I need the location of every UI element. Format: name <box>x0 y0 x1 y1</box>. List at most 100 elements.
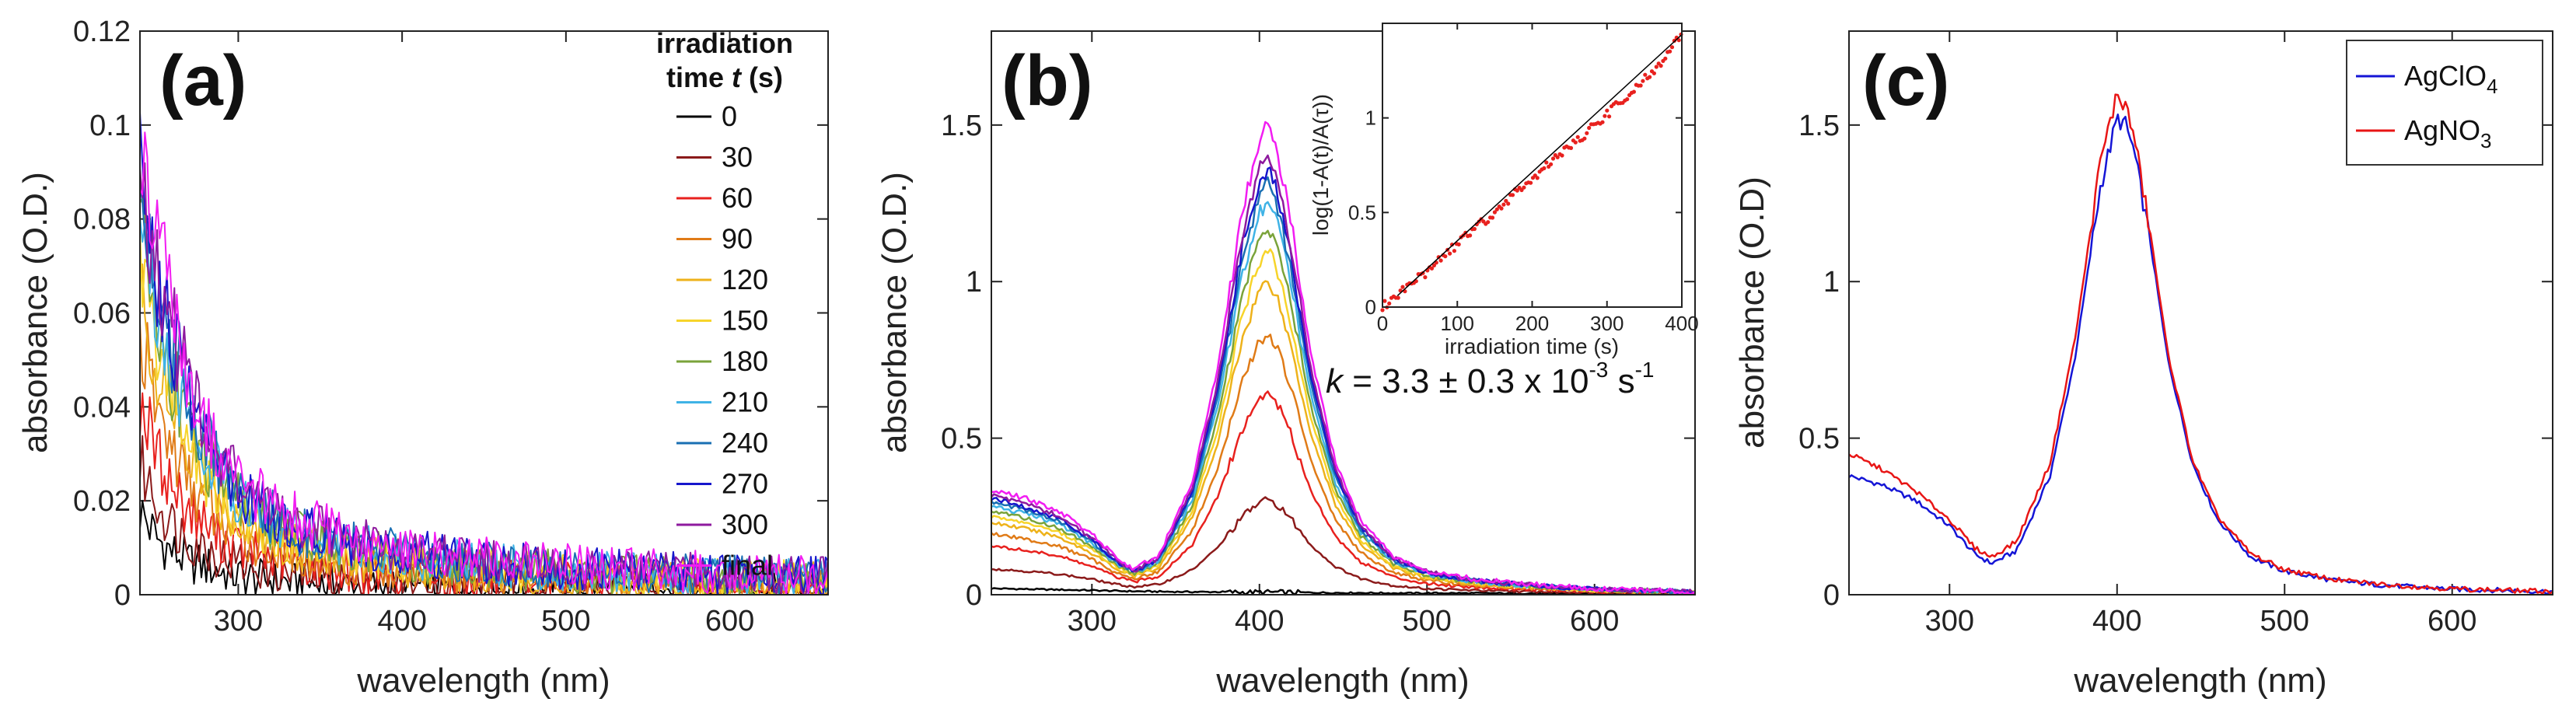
inset-point <box>1522 185 1526 190</box>
panel-a-legend-label: 210 <box>722 386 768 418</box>
inset-point <box>1515 188 1519 193</box>
panel-c: 300 400 500 600 0 0.5 1 1.5 (c) wavelength (nm)… <box>1733 30 2553 700</box>
panel-b-xlabel: wavelength (nm) <box>1215 662 1469 700</box>
panel-c-ytick-label: 0 <box>1823 579 1840 612</box>
panel-c-legend-box <box>2346 40 2543 166</box>
inset-point <box>1380 308 1385 313</box>
panel-c-ytick-label: 1.5 <box>1798 110 1840 142</box>
inset-background <box>1382 23 1682 307</box>
panel-a-ytick-label: 0.1 <box>89 110 131 142</box>
panel-b-series-270 <box>991 166 1696 595</box>
inset-point <box>1631 89 1636 94</box>
panel-c-xtick-label: 500 <box>2260 605 2309 637</box>
inset-point <box>1587 125 1592 131</box>
panel-b-series-30 <box>991 496 1696 596</box>
panel-a-ytick-label: 0.12 <box>73 16 131 48</box>
inset-point <box>1658 64 1663 68</box>
inset-xtick-label: 100 <box>1441 312 1474 335</box>
inset-point <box>1490 215 1495 220</box>
panel-a-xtick-label: 300 <box>214 605 263 637</box>
inset-point <box>1585 131 1589 135</box>
inset-point <box>1663 56 1668 61</box>
inset-point <box>1486 220 1491 225</box>
inset-point <box>1456 242 1461 246</box>
panel-a-series-120 <box>139 263 829 596</box>
inset-xlabel: irradiation time (s) <box>1445 334 1619 358</box>
inset-point <box>1396 295 1400 300</box>
panel-c-legend-label: AgClO4 <box>2404 60 2498 98</box>
inset-point <box>1625 97 1630 102</box>
panel-c-axes-box <box>1848 30 2553 596</box>
panel-a-axes-box <box>139 30 829 596</box>
inset-point <box>1535 176 1540 180</box>
inset-xtick-label: 0 <box>1377 312 1388 335</box>
inset-ytick-label: 0.5 <box>1348 201 1376 224</box>
inset-point <box>1510 193 1515 197</box>
inset-point <box>1638 83 1643 88</box>
panel-a-legend-title-2: time t (s) <box>666 61 783 93</box>
inset-point <box>1448 251 1452 256</box>
panel-a-ylabel: absorbance (O.D.) <box>16 172 54 453</box>
panel-b-ytick-label: 0 <box>966 579 982 612</box>
inset-point <box>1676 38 1681 43</box>
inset-point <box>1607 114 1612 119</box>
panel-a-series-final <box>139 131 829 596</box>
panel-a-ytick-label: 0.06 <box>73 298 131 330</box>
inset-point <box>1452 249 1456 253</box>
panel-b-xtick-label: 600 <box>1570 605 1619 637</box>
inset-point <box>1648 75 1652 79</box>
panel-a-legend-label: 240 <box>722 427 768 459</box>
inset-point <box>1555 155 1560 159</box>
panel-a-legend-label: 90 <box>722 223 753 255</box>
inset-marks <box>1380 32 1683 313</box>
inset-point <box>1494 207 1499 211</box>
panel-a-legend-label: 300 <box>722 508 768 540</box>
inset-point <box>1550 156 1556 161</box>
panel-c-xtick-label: 600 <box>2427 605 2476 637</box>
panel-c-legend-label: AgNO3 <box>2404 114 2492 152</box>
panel-c-legend: AgClO4 AgNO3 <box>2346 40 2543 166</box>
panel-c-ticks: 300 400 500 600 0 0.5 1 1.5 <box>1798 31 2553 637</box>
panel-a-xtick-label: 500 <box>541 605 590 637</box>
panel-c-ytick-label: 0.5 <box>1798 423 1840 456</box>
inset-point <box>1492 210 1497 215</box>
inset-point <box>1423 275 1428 280</box>
panel-a-legend-label: 120 <box>722 264 768 295</box>
panel-b-ytick-label: 0.5 <box>941 423 982 456</box>
inset-point <box>1544 160 1549 165</box>
inset-point <box>1605 108 1610 113</box>
panel-b-ytick-label: 1 <box>966 266 982 299</box>
inset-point <box>1641 79 1645 83</box>
inset-xtick-label: 200 <box>1515 312 1549 335</box>
inset-point <box>1429 266 1435 271</box>
panel-a-legend-label: final <box>722 550 773 582</box>
panel-a-legend-label: 150 <box>722 305 768 337</box>
inset-point <box>1600 120 1605 124</box>
panel-a-ytick-label: 0.04 <box>73 391 131 424</box>
inset-point <box>1387 301 1392 306</box>
inset-ytick-label: 0 <box>1365 295 1376 319</box>
inset-point <box>1468 233 1473 238</box>
panel-a-legend-label: 60 <box>722 182 753 214</box>
panel-b-series <box>991 120 1696 596</box>
panel-c-series-AgNO3 <box>1848 93 2553 595</box>
inset-point <box>1449 243 1455 247</box>
inset-point <box>1443 254 1448 259</box>
inset-point <box>1382 299 1387 303</box>
panel-c-xtick-label: 400 <box>2092 605 2141 637</box>
panel-a-ytick-label: 0.08 <box>73 204 131 236</box>
inset-ylabel: log(1-A(t)/A(τ)) <box>1309 94 1333 236</box>
panel-a-legend-label: 180 <box>722 345 768 377</box>
panel-b-ylabel: absorbance (O.D.) <box>876 172 914 453</box>
inset-point <box>1652 71 1656 75</box>
inset-point <box>1499 206 1504 211</box>
inset-fit-line <box>1396 34 1683 296</box>
inset-point <box>1573 140 1578 145</box>
panel-a-ytick-label: 0.02 <box>73 485 131 518</box>
panel-a-series <box>139 112 829 596</box>
inset-ytick-label: 1 <box>1365 107 1376 130</box>
